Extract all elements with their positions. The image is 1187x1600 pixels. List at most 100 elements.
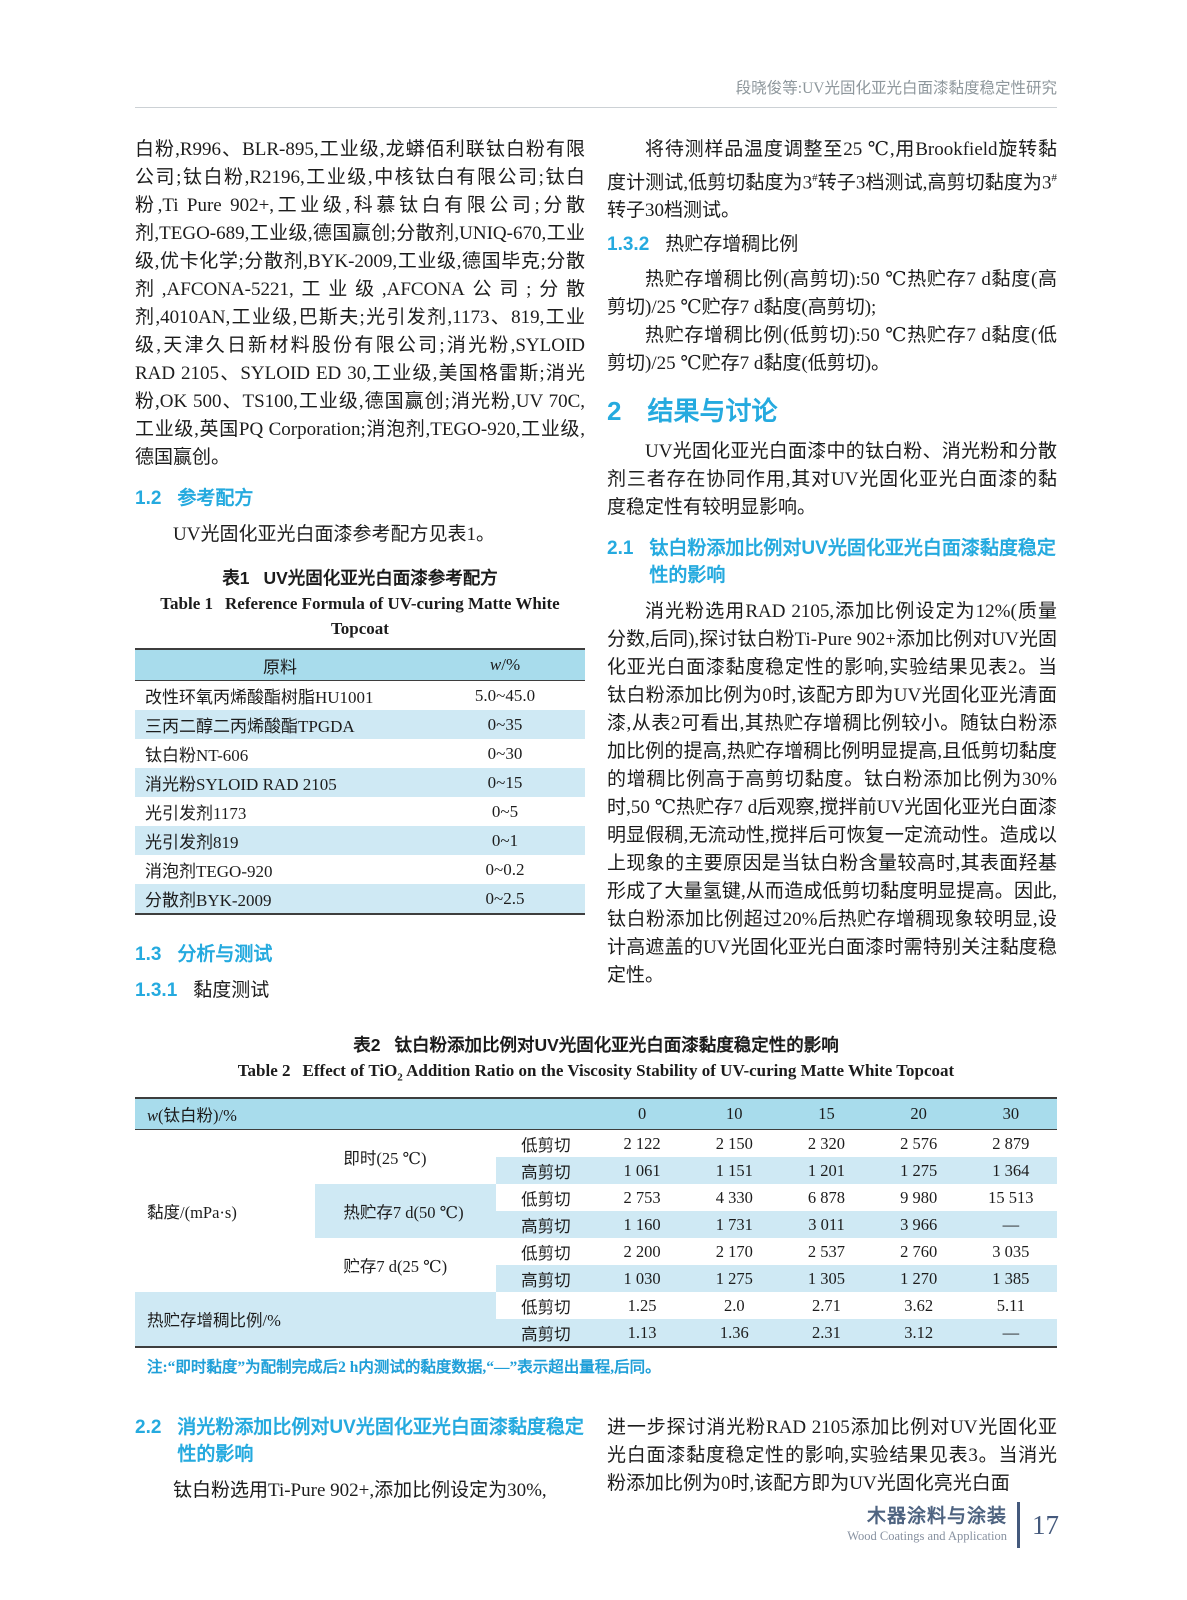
table2-cell: 3 966: [872, 1211, 965, 1239]
paper-page: 段晓俊等:UV光固化亚光白面漆黏度稳定性研究 白粉,R996、BLR-895,工…: [135, 76, 1057, 1501]
table1-cell: 三丙二醇二丙烯酸酯TPGDA: [135, 710, 425, 739]
table-row: 三丙二醇二丙烯酸酯TPGDA 0~35: [135, 710, 585, 739]
table2-cell: 5.11: [996, 1295, 1025, 1315]
table2-shear-label: 高剪切: [495, 1211, 596, 1239]
table2-shear-label: 高剪切: [495, 1265, 596, 1293]
section-title: 结果与讨论: [647, 396, 778, 427]
table2-header-row: w(钛白粉)/% 0 10 15 20 30: [135, 1098, 1057, 1131]
paragraph-ratio-low: 热贮存增稠比例(低剪切):50 ℃热贮存7 d黏度(低剪切)/25 ℃贮存7 d…: [607, 325, 1057, 375]
table2-thickening-label: 热贮存增稠比例/%: [135, 1292, 496, 1348]
table-row: 高剪切 1 160 1 731 3 011 3 966 —: [135, 1211, 1057, 1239]
table1-cell: 光引发剂819: [135, 826, 425, 855]
footer-divider: [1017, 1502, 1020, 1548]
table2-header-w-rest: (钛白粉)/%: [158, 1106, 237, 1126]
table-row: 消泡剂TEGO-920 0~0.2: [135, 855, 585, 884]
table1-cell: 0~35: [425, 710, 585, 739]
table2-viscosity-stability: w(钛白粉)/% 0 10 15 20 30 黏度/(mPa·s) 即时(25 …: [135, 1097, 1057, 1349]
table2-condition: 热贮存7 d(50 ℃): [315, 1184, 496, 1239]
running-head: 段晓俊等:UV光固化亚光白面漆黏度稳定性研究: [135, 76, 1057, 108]
table2-shear-label: 低剪切: [521, 1243, 571, 1263]
paragraph-viscosity-test: 将待测样品温度调整至25 ℃,用Brookfield旋转黏度计测试,低剪切黏度为…: [607, 136, 1057, 225]
table2-cell: 3 011: [780, 1211, 873, 1239]
table1-cell: 0~5: [491, 801, 519, 821]
table1-cell: 0~15: [425, 768, 585, 797]
table2-cell: 2 753: [623, 1187, 661, 1207]
table2-condition: 贮存7 d(25 ℃): [343, 1257, 448, 1277]
section-heading-2-2: 2.2 消光粉添加比例对UV光固化亚光白面漆黏度稳定性的影响: [135, 1414, 585, 1468]
section-heading-1-2: 1.2 参考配方: [135, 485, 585, 512]
table1-header-w: w: [489, 655, 502, 674]
table2-cell: 1 270: [872, 1265, 965, 1293]
upper-columns: 白粉,R996、BLR-895,工业级,龙蟒佰利联钛白粉有限公司;钛白粉,R21…: [135, 136, 1057, 1012]
table2-cell: 1 030: [595, 1265, 689, 1293]
table1-header-material: 原料: [135, 649, 425, 681]
section-heading-1-3: 1.3 分析与测试: [135, 941, 585, 968]
table2-header-value: 15: [780, 1098, 873, 1131]
paragraph-tio2-discussion: 消光粉选用RAD 2105,添加比例设定为12%(质量分数,后同),探讨钛白粉T…: [607, 601, 1057, 987]
table1-header-w-percent: w/%: [425, 649, 585, 681]
table-row: 贮存7 d(25 ℃) 低剪切 2 200 2 170 2 537 2 760 …: [135, 1238, 1057, 1277]
table2-note: 注:“即时黏度”为配制完成后2 h内测试的黏度数据,“—”表示超出量程,后同。: [147, 1359, 661, 1377]
table2-shear-label: 低剪切: [521, 1135, 571, 1155]
page-number: 17: [1032, 1510, 1059, 1540]
section-number: 2: [607, 396, 622, 427]
table2-shear-label: 低剪切: [521, 1189, 571, 1209]
section-number: 1.3.1: [135, 980, 178, 1001]
table1-cell: 0~2.5: [425, 884, 585, 914]
table-row: 光引发剂819 0~1: [135, 826, 585, 855]
table1-caption-cn: 表1 UV光固化亚光白面漆参考配方: [135, 565, 585, 591]
right-column: 将待测样品温度调整至25 ℃,用Brookfield旋转黏度计测试,低剪切黏度为…: [607, 136, 1057, 1012]
table2-caption-subscript: 2: [397, 1071, 403, 1084]
table1-caption-cn-label: 表1: [222, 568, 250, 588]
table2-header-w-tio2: w(钛白粉)/%: [135, 1098, 596, 1131]
table-row: 分散剂BYK-2009 0~2.5: [135, 884, 585, 914]
table2-caption-en: Table 2 Effect of TiO2 Addition Ratio on …: [135, 1058, 1057, 1090]
page-footer: 木器涂料与涂装 Wood Coatings and Application 17: [847, 1502, 1059, 1548]
table2-cell: 1 275: [688, 1265, 781, 1293]
table2-cell: 2 760: [900, 1241, 938, 1261]
paragraph-materials: 白粉,R996、BLR-895,工业级,龙蟒佰利联钛白粉有限公司;钛白粉,R21…: [135, 139, 585, 468]
table2-cell: 2 537: [807, 1241, 846, 1261]
section-number: 1.3: [135, 944, 162, 965]
table2-caption-en-text-b: Addition Ratio on the Viscosity Stabilit…: [402, 1061, 955, 1080]
table2-cell: 4 330: [715, 1187, 753, 1207]
table2-cell: 3.62: [904, 1295, 934, 1315]
table1-cell: 消泡剂TEGO-920: [145, 862, 273, 881]
table2-cell: 9 980: [900, 1187, 938, 1207]
table2-cell: 1 385: [964, 1265, 1057, 1293]
table1-cell: 0~30: [487, 743, 523, 763]
section-title: 参考配方: [177, 488, 254, 509]
table2-cell: 1 160: [595, 1211, 689, 1239]
table2-cell: 1.25: [627, 1295, 657, 1315]
section-number: 2.2: [135, 1417, 162, 1439]
journal-name-en: Wood Coatings and Application: [847, 1529, 1007, 1543]
section-heading-1-3-1: 1.3.1 黏度测试: [135, 977, 585, 1004]
section-title: 黏度测试: [193, 980, 270, 1001]
left-column: 白粉,R996、BLR-895,工业级,龙蟒佰利联钛白粉有限公司;钛白粉,R21…: [135, 136, 585, 1012]
section-heading-2-1: 2.1 钛白粉添加比例对UV光固化亚光白面漆黏度稳定性的影响: [607, 535, 1057, 589]
section-title: 钛白粉添加比例对UV光固化亚光白面漆黏度稳定性的影响: [649, 538, 1056, 587]
section-heading-2: 2 结果与讨论: [607, 394, 1057, 428]
table2-cell: 1 305: [780, 1265, 873, 1293]
table2-cell: 2 879: [992, 1133, 1030, 1153]
table1-reference-formula: 原料 w/% 改性环氧丙烯酸酯树脂HU1001 5.0~45.0 三丙二醇二丙烯酸…: [135, 648, 585, 915]
table2-cell: 2 200: [623, 1241, 661, 1261]
section-number: 2.1: [607, 538, 634, 560]
table2-cell: 2.0: [723, 1295, 745, 1315]
table2-cell: 2.31: [780, 1319, 873, 1348]
table2-cell: 2 122: [623, 1133, 661, 1153]
table2-header-value: 30: [964, 1098, 1057, 1131]
table2-header-value: 10: [688, 1098, 781, 1131]
table2-shear-label: 高剪切: [495, 1319, 596, 1348]
table1-caption-en-text: Reference Formula of UV-curing Matte Whi…: [225, 594, 560, 638]
section-number: 1.3.2: [607, 234, 650, 256]
table2-cell: 1 151: [688, 1157, 781, 1185]
table1-caption-en: Table 1 Reference Formula of UV-curing Ma…: [135, 591, 585, 641]
table2-cell: 15 513: [988, 1187, 1034, 1207]
paragraph-ref-formula: UV光固化亚光白面漆参考配方见表1。: [173, 524, 495, 545]
table2-shear-label: 低剪切: [521, 1297, 571, 1317]
table1-cell: 钛白粉NT-606: [145, 746, 249, 765]
section-heading-1-3-2: 1.3.2 热贮存增稠比例: [607, 231, 1057, 258]
table2-cell: 2 320: [807, 1133, 846, 1153]
table2-caption-en-text-a: Effect of TiO: [302, 1061, 398, 1080]
